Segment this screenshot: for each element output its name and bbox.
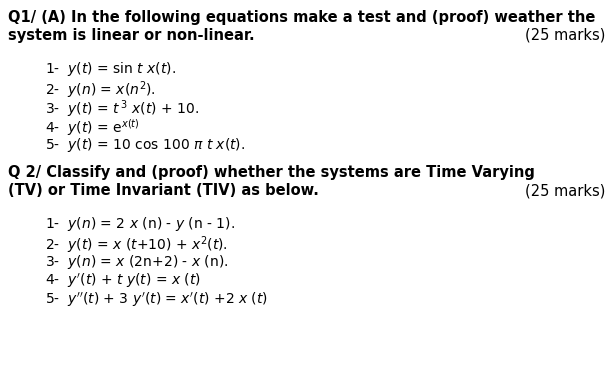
Text: 4-  $y(t)$ = e$^{x(t)}$: 4- $y(t)$ = e$^{x(t)}$ (45, 117, 140, 138)
Text: 2-  $y(t)$ = $x$ $(t$+10) + $x^2(t)$.: 2- $y(t)$ = $x$ $(t$+10) + $x^2(t)$. (45, 234, 228, 256)
Text: 5-  $y(t)$ = 10 cos 100 $\pi$ $t$ $x(t)$.: 5- $y(t)$ = 10 cos 100 $\pi$ $t$ $x(t)$. (45, 136, 245, 154)
Text: (TV) or Time Invariant (TIV) as below.: (TV) or Time Invariant (TIV) as below. (8, 183, 319, 198)
Text: 3-  $y(n)$ = $x$ (2n+2) - $x$ (n).: 3- $y(n)$ = $x$ (2n+2) - $x$ (n). (45, 253, 229, 271)
Text: 5-  $y''(t)$ + 3 $y'(t)$ = $x'(t)$ +2 $x$ $(t)$: 5- $y''(t)$ + 3 $y'(t)$ = $x'(t)$ +2 $x$… (45, 291, 268, 309)
Text: 3-  $y(t)$ = $t^{\,3}$ $x(t)$ + 10.: 3- $y(t)$ = $t^{\,3}$ $x(t)$ + 10. (45, 98, 199, 120)
Text: 2-  $y(n)$ = $x(n^2)$.: 2- $y(n)$ = $x(n^2)$. (45, 79, 156, 101)
Text: Q1/ (A) In the following equations make a test and (proof) weather the: Q1/ (A) In the following equations make … (8, 10, 595, 25)
Text: system is linear or non-linear.: system is linear or non-linear. (8, 28, 254, 43)
Text: (25 marks): (25 marks) (525, 183, 605, 198)
Text: (25 marks): (25 marks) (525, 28, 605, 43)
Text: 1-  $y(t)$ = sin $t$ $x(t)$.: 1- $y(t)$ = sin $t$ $x(t)$. (45, 60, 176, 78)
Text: 4-  $y'(t)$ + $t$ $y(t)$ = $x$ $(t)$: 4- $y'(t)$ + $t$ $y(t)$ = $x$ $(t)$ (45, 272, 200, 290)
Text: 1-  $y(n)$ = 2 $x$ (n) - $y$ (n - 1).: 1- $y(n)$ = 2 $x$ (n) - $y$ (n - 1). (45, 215, 235, 233)
Text: Q 2/ Classify and (proof) whether the systems are Time Varying: Q 2/ Classify and (proof) whether the sy… (8, 165, 535, 180)
